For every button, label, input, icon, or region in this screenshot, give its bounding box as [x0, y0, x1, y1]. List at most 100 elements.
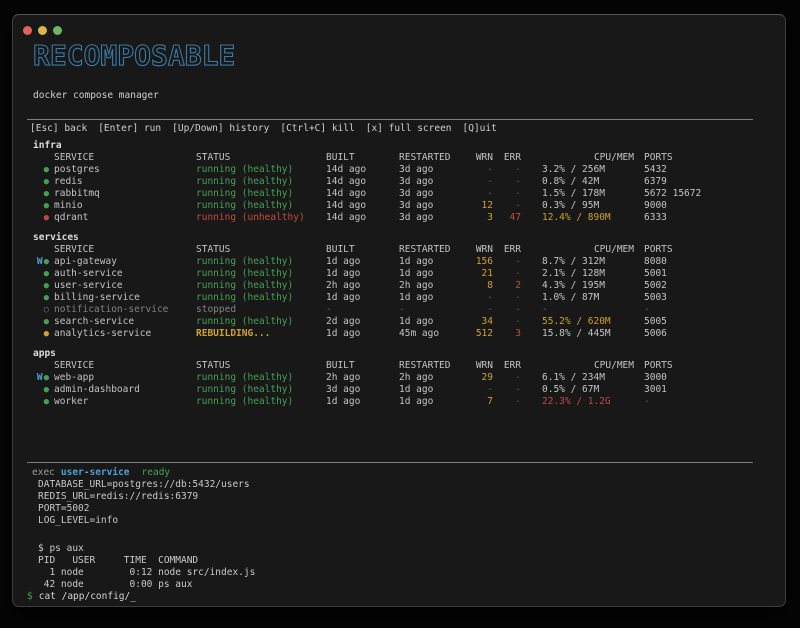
restarted-value: 1d ago [399, 396, 471, 408]
restarted-value: 45m ago [399, 328, 471, 340]
service-group-services: servicesSERVICESTATUSBUILTRESTARTEDWRNER… [27, 232, 785, 340]
row-status-prefix: ○ [27, 304, 54, 316]
error-count: 2 [493, 280, 521, 292]
console-line: PID USER TIME COMMAND [27, 555, 785, 567]
built-value: 1d ago [326, 396, 399, 408]
env-line: DATABASE_URL=postgres://db:5432/users [27, 479, 785, 491]
separator [27, 462, 753, 463]
text-cursor: _ [130, 591, 136, 602]
column-header: BUILT [326, 360, 399, 372]
ports-value: 5001 [644, 268, 785, 280]
column-header: CPU/MEM [521, 152, 644, 164]
service-row[interactable]: ●qdrantrunning (unhealthy)14d ago3d ago3… [27, 212, 785, 224]
restarted-value: 3d ago [399, 164, 471, 176]
warning-count: 8 [471, 280, 493, 292]
cpu-mem-value: 0.3% / 95M [521, 200, 644, 212]
close-button[interactable] [23, 26, 32, 35]
service-row[interactable]: ●postgresrunning (healthy)14d ago3d ago-… [27, 164, 785, 176]
cpu-mem-value: 2.1% / 128M [521, 268, 644, 280]
service-name: search-service [54, 316, 196, 328]
maximize-button[interactable] [53, 26, 62, 35]
status-dot-icon: ● [44, 165, 49, 175]
service-status: running (unhealthy) [196, 212, 326, 224]
cpu-mem-value: 8.7% / 312M [521, 256, 644, 268]
column-header: STATUS [196, 152, 326, 164]
service-name: admin-dashboard [54, 384, 196, 396]
env-line: LOG_LEVEL=info [27, 515, 785, 527]
cpu-mem-value: 6.1% / 234M [521, 372, 644, 384]
column-header: WRN [471, 152, 493, 164]
service-name: api-gateway [54, 256, 196, 268]
keybinding-item: [Ctrl+C] kill [280, 123, 354, 134]
error-count: - [493, 396, 521, 408]
built-value: 3d ago [326, 384, 399, 396]
warning-count: 29 [471, 372, 493, 384]
service-row[interactable]: ●analytics-serviceREBUILDING...1d ago45m… [27, 328, 785, 340]
cpu-mem-value: 4.3% / 195M [521, 280, 644, 292]
column-header: RESTARTED [399, 244, 471, 256]
error-count: - [493, 384, 521, 396]
command-prompt[interactable]: $cat /app/config/_ [27, 591, 785, 603]
watch-indicator: W [37, 372, 43, 383]
service-status: running (healthy) [196, 188, 326, 200]
column-header: STATUS [196, 360, 326, 372]
service-row[interactable]: ●rabbitmqrunning (healthy)14d ago3d ago-… [27, 188, 785, 200]
status-dot-icon: ● [44, 281, 49, 291]
restarted-value: 1d ago [399, 268, 471, 280]
status-dot-icon: ● [44, 385, 49, 395]
service-row[interactable]: W●api-gatewayrunning (healthy)1d ago1d a… [27, 256, 785, 268]
service-status: stopped [196, 304, 326, 316]
restarted-value: 1d ago [399, 292, 471, 304]
row-status-prefix: ● [27, 292, 54, 304]
row-status-prefix: W● [27, 256, 54, 268]
cpu-mem-value: 0.8% / 42M [521, 176, 644, 188]
built-value: 2d ago [326, 316, 399, 328]
column-header: ERR [493, 152, 521, 164]
service-row[interactable]: ○notification-servicestopped------ [27, 304, 785, 316]
service-row[interactable]: ●redisrunning (healthy)14d ago3d ago--0.… [27, 176, 785, 188]
service-status: running (healthy) [196, 292, 326, 304]
group-title: infra [33, 140, 785, 152]
status-dot-icon: ● [44, 293, 49, 303]
status-dot-icon: ○ [44, 305, 49, 315]
keybinding-item: [x] full screen [366, 123, 452, 134]
service-row[interactable]: ●auth-servicerunning (healthy)1d ago1d a… [27, 268, 785, 280]
ports-value: - [644, 396, 785, 408]
service-status: running (healthy) [196, 384, 326, 396]
service-row[interactable]: ●workerrunning (healthy)1d ago1d ago7-22… [27, 396, 785, 408]
built-value: 14d ago [326, 212, 399, 224]
status-dot-icon: ● [44, 177, 49, 187]
app-subtitle: docker compose manager [33, 90, 785, 102]
minimize-button[interactable] [38, 26, 47, 35]
status-dot-icon: ● [44, 201, 49, 211]
service-name: billing-service [54, 292, 196, 304]
service-row[interactable]: ●user-servicerunning (healthy)2h ago2h a… [27, 280, 785, 292]
service-row[interactable]: ●billing-servicerunning (healthy)1d ago1… [27, 292, 785, 304]
cpu-mem-value: - [521, 304, 644, 316]
service-row[interactable]: W●web-apprunning (healthy)2h ago2h ago29… [27, 372, 785, 384]
service-name: redis [54, 176, 196, 188]
column-header: RESTARTED [399, 360, 471, 372]
built-value: - [326, 304, 399, 316]
restarted-value: 2h ago [399, 280, 471, 292]
console-pane: execuser-serviceready DATABASE_URL=postg… [27, 467, 785, 603]
service-row[interactable]: ●search-servicerunning (healthy)2d ago1d… [27, 316, 785, 328]
error-count: - [493, 176, 521, 188]
shell-output: $ ps auxPID USER TIME COMMAND 1 node 0:1… [27, 543, 785, 591]
ports-value: 5002 [644, 280, 785, 292]
cpu-mem-value: 15.8% / 445M [521, 328, 644, 340]
service-status: running (healthy) [196, 372, 326, 384]
row-status-prefix: ● [27, 384, 54, 396]
service-status: running (healthy) [196, 200, 326, 212]
restarted-value: 2h ago [399, 372, 471, 384]
built-value: 14d ago [326, 188, 399, 200]
terminal-window: RECOMPOSABLE docker compose manager [Esc… [12, 14, 786, 607]
ports-value: 6379 [644, 176, 785, 188]
restarted-value: 3d ago [399, 188, 471, 200]
column-header: WRN [471, 244, 493, 256]
service-row[interactable]: ●miniorunning (healthy)14d ago3d ago12-0… [27, 200, 785, 212]
column-header: PORTS [644, 244, 785, 256]
service-row[interactable]: ●admin-dashboardrunning (healthy)3d ago1… [27, 384, 785, 396]
restarted-value: 3d ago [399, 200, 471, 212]
prompt-symbol: $ [27, 591, 33, 602]
